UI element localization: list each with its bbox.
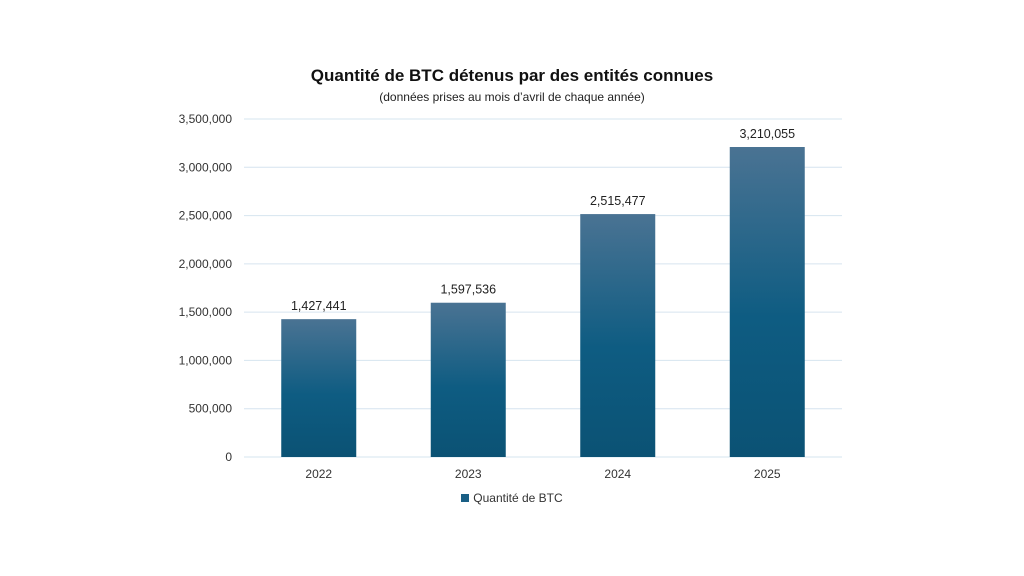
data-label: 3,210,055 [739,127,795,141]
x-tick-label: 2025 [754,467,781,481]
legend-label: Quantité de BTC [473,491,563,505]
x-tick-label: 2024 [604,467,631,481]
y-tick-label: 3,500,000 [179,112,233,126]
y-tick-label: 3,000,000 [179,160,233,174]
y-tick-label: 0 [225,450,232,464]
chart-subtitle: (données prises au mois d’avril de chaqu… [379,90,645,104]
chart-title: Quantité de BTC détenus par des entités … [310,66,714,85]
data-label: 2,515,477 [590,194,646,208]
data-label: 1,597,536 [440,283,496,297]
bar-2025 [729,147,805,457]
y-tick-label: 2,000,000 [179,257,233,271]
bar-2022 [281,319,357,457]
y-tick-label: 1,000,000 [179,353,233,367]
y-tick-label: 2,500,000 [179,209,233,223]
data-label: 1,427,441 [291,299,347,313]
y-tick-label: 500,000 [189,402,233,416]
legend-swatch [461,494,470,502]
x-tick-label: 2023 [455,467,482,481]
bar-2023 [430,302,506,457]
x-axis-tick-labels: 2022 2023 2024 2025 [305,467,781,481]
x-tick-label: 2022 [305,467,332,481]
bars [281,147,805,457]
y-tick-label: 1,500,000 [179,305,233,319]
y-axis-tick-labels: 0 500,000 1,000,000 1,500,000 2,000,000 2,500… [179,112,233,464]
data-labels: 1,427,441 1,597,536 2,515,477 3,210,055 [291,127,795,313]
legend: Quantité de BTC [0,491,1024,505]
bar-2024 [580,214,656,457]
